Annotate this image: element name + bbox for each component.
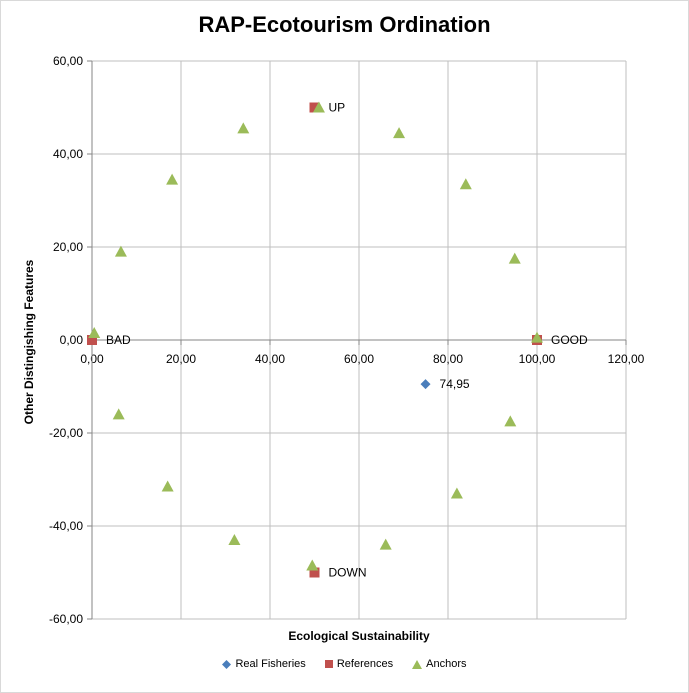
anchor-point (393, 127, 406, 139)
legend-label: Anchors (426, 658, 467, 670)
anchor-point (237, 122, 250, 134)
anchor-point (112, 408, 125, 420)
anchor-point (508, 252, 521, 264)
anchor-point (312, 101, 325, 113)
y-tick-label: 20,00 (53, 240, 83, 254)
anchor-point (228, 533, 241, 545)
anchor-point (306, 559, 319, 571)
point-label: DOWN (329, 566, 367, 580)
triangle-icon (412, 659, 423, 669)
x-tick-label: 100,00 (519, 352, 556, 366)
legend-label: References (336, 658, 394, 670)
anchor-point (379, 538, 392, 550)
anchor-point (114, 245, 127, 257)
legend-item-references: References (324, 658, 394, 670)
x-axis-title: Ecological Sustainability (288, 629, 430, 643)
legend-item-anchors: Anchors (412, 658, 467, 670)
diamond-icon (222, 659, 232, 669)
y-tick-label: 40,00 (53, 147, 83, 161)
anchor-point (504, 415, 517, 427)
y-tick-label: -20,00 (49, 426, 83, 440)
anchor-point (459, 178, 472, 190)
anchor-point (88, 327, 101, 339)
y-tick-label: 60,00 (53, 54, 83, 68)
point-label: BAD (106, 333, 131, 347)
x-tick-label: 40,00 (255, 352, 285, 366)
anchor-point (166, 173, 179, 185)
point-label: GOOD (551, 333, 588, 347)
x-tick-label: 20,00 (166, 352, 196, 366)
legend-item-real-fisheries: Real Fisheries (222, 658, 306, 670)
y-tick-label: 0,00 (60, 333, 84, 347)
x-tick-label: 120,00 (608, 352, 645, 366)
square-icon (324, 660, 333, 669)
reference-point (309, 102, 320, 113)
legend: Real Fisheries References Anchors (0, 658, 689, 670)
x-tick-label: 80,00 (433, 352, 463, 366)
x-tick-label: 60,00 (344, 352, 374, 366)
real-fisheries-point (420, 379, 431, 390)
reference-point (87, 335, 97, 345)
anchor-point (531, 331, 543, 343)
y-tick-label: -40,00 (49, 519, 83, 533)
anchor-point (450, 487, 463, 499)
legend-label: Real Fisheries (235, 658, 306, 670)
point-label: 74,95 (440, 377, 470, 391)
reference-point (309, 567, 320, 578)
y-axis-title: Other Distingishing Features (22, 259, 36, 424)
anchor-point (161, 480, 174, 492)
point-label: UP (329, 101, 346, 115)
chart-title: RAP-Ecotourism Ordination (198, 12, 491, 37)
y-tick-label: -60,00 (49, 612, 83, 626)
